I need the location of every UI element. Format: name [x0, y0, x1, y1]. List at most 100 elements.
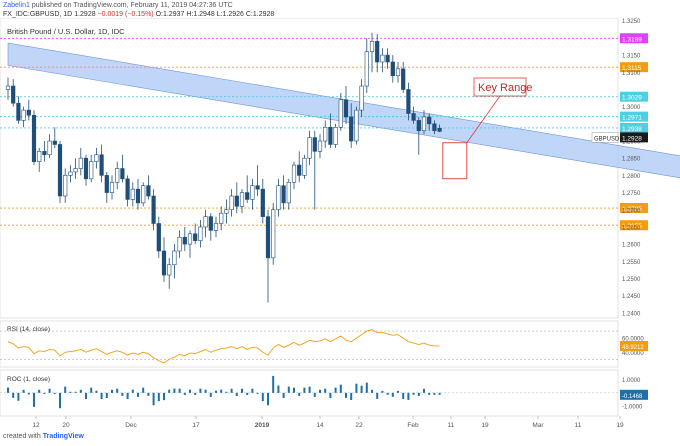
candle-body-70: [369, 41, 375, 52]
roc-bar-12: [69, 391, 72, 393]
roc-bar-50: [267, 392, 269, 406]
roc-bar-25: [137, 392, 139, 397]
candle-body-67: [354, 109, 359, 142]
footer-credit: created with TradingView: [3, 433, 84, 440]
roc-bar-57: [303, 387, 306, 393]
candle-body-6: [37, 151, 42, 162]
roc-bar-9: [53, 392, 56, 394]
roc-bar-14: [79, 389, 82, 393]
roc-bar-10: [59, 392, 61, 409]
roc-bar-47: [251, 388, 254, 393]
created-with-label: created with: [3, 433, 41, 440]
candle-body-38: [203, 216, 208, 228]
candle-body-37: [198, 226, 203, 241]
candle-body-33: [177, 236, 182, 252]
level-tag-0: [620, 33, 648, 44]
roc-bar-4: [27, 392, 30, 395]
candle-body-8: [47, 140, 52, 156]
roc-bar-2: [17, 392, 20, 401]
roc-bar-76: [402, 392, 405, 399]
candle-body-42: [224, 209, 229, 214]
roc-bar-61: [324, 388, 327, 393]
roc-bar-11: [64, 386, 67, 393]
symbol-tag: [591, 132, 619, 143]
candle-body-46: [245, 192, 250, 200]
candle-body-80: [421, 116, 427, 132]
roc-bar-60: [319, 389, 321, 393]
candle-body-43: [229, 195, 234, 211]
last-price: 1.2928: [74, 11, 96, 18]
level-label-5: 1.2705: [622, 206, 642, 213]
candle-body-58: [307, 137, 312, 159]
candle-body-14: [78, 157, 83, 169]
price-tick-1: 1.3150: [622, 54, 641, 60]
candle-body-53: [281, 185, 286, 204]
candle-body-34: [182, 236, 187, 245]
roc-bar-46: [246, 392, 249, 395]
roc-tick-neg: -1.0000: [622, 405, 643, 411]
roc-bar-6: [38, 389, 41, 393]
roc-bar-56: [298, 392, 301, 396]
level-label-3: 1.2971: [622, 115, 642, 122]
candle-body-27: [146, 185, 151, 197]
roc-bar-8: [48, 388, 51, 393]
candle-body-62: [328, 126, 333, 145]
roc-bar-20: [111, 389, 113, 393]
roc-bar-32: [173, 388, 176, 393]
x-tick-7: Feb: [407, 422, 419, 429]
roc-bar-21: [116, 388, 119, 393]
roc-bar-69: [365, 382, 368, 393]
candle-body-5: [31, 114, 37, 162]
candle-body-7: [42, 151, 47, 156]
level-label-4: 1.2938: [622, 126, 642, 133]
candle-body-19: [104, 175, 109, 193]
candle-body-44: [234, 195, 239, 207]
x-tick-2: Dec: [125, 422, 137, 429]
price-tick-5: 1.2850: [622, 157, 641, 163]
candle-body-61: [323, 126, 328, 142]
roc-bar-3: [22, 389, 25, 393]
author-link[interactable]: Zabelin1: [3, 2, 30, 9]
price-chart[interactable]: British Pound / U.S. Dollar, 1D, IDC 1.31…: [0, 18, 680, 430]
roc-bar-52: [277, 385, 280, 393]
roc-bar-13: [74, 391, 77, 393]
candle-body-75: [395, 68, 401, 77]
x-tick-4: 2019: [255, 422, 270, 429]
rsi-value-tag: [620, 340, 648, 351]
rsi-value-label: 48.9212: [622, 345, 644, 351]
roc-bar-54: [287, 386, 290, 393]
roc-bar-72: [381, 390, 384, 393]
candle-body-23: [125, 178, 130, 200]
x-tick-1: 20: [62, 422, 70, 429]
level-tag-4: [620, 122, 648, 133]
candle-body-39: [208, 216, 213, 231]
roc-bar-62: [329, 392, 332, 398]
x-tick-12: 19: [616, 422, 624, 429]
roc-bar-80: [423, 388, 425, 393]
roc-bar-44: [235, 392, 238, 397]
candle-body-18: [99, 154, 104, 176]
roc-tick-pos: 1.0000: [622, 378, 641, 384]
rsi-tick-40: 40.0000: [622, 351, 644, 357]
price-tick-8: 1.2700: [622, 208, 641, 214]
candle-body-47: [250, 185, 255, 200]
candle-body-15: [83, 157, 89, 180]
candle-body-9: [52, 140, 57, 145]
candle-body-73: [385, 54, 390, 63]
last-price-label: 1.2928: [622, 135, 642, 142]
candle-body-11: [63, 175, 68, 197]
roc-bar-40: [215, 390, 217, 393]
roc-bar-22: [121, 392, 124, 396]
roc-bar-73: [386, 392, 389, 395]
candle-body-28: [151, 195, 156, 224]
roc-bar-55: [293, 387, 295, 393]
roc-bar-31: [168, 389, 171, 393]
candle-body-35: [187, 233, 193, 245]
tradingview-logo[interactable]: TradingView: [42, 433, 84, 440]
roc-bar-23: [126, 392, 129, 400]
roc-bar-67: [355, 383, 358, 393]
price-tick-0: 1.3250: [622, 19, 641, 25]
roc-bar-53: [282, 392, 285, 398]
price-tick-10: 1.2600: [622, 243, 641, 249]
candle-body-4: [26, 109, 31, 116]
